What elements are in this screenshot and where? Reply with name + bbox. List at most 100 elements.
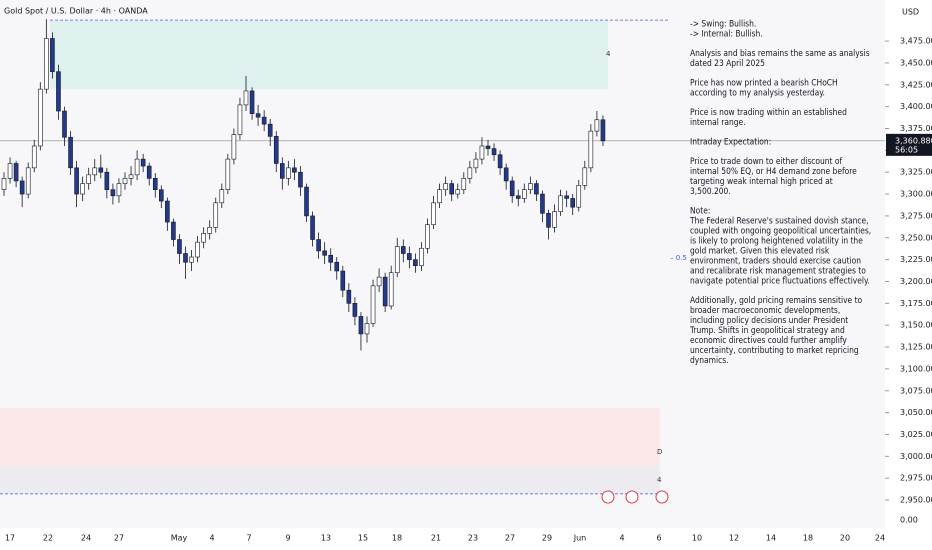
x-tick-label: 15 xyxy=(358,534,368,543)
candle-body xyxy=(68,136,73,169)
candle-body xyxy=(467,167,473,179)
candle-body xyxy=(80,183,85,195)
x-tick-label: 10 xyxy=(692,534,702,543)
x-tick-label: 13 xyxy=(321,534,331,543)
plot xyxy=(0,19,885,495)
x-tick-label: 27 xyxy=(505,534,515,543)
candle-body xyxy=(528,183,533,190)
candle-body xyxy=(98,167,104,173)
candle-body xyxy=(267,123,273,137)
candle-body xyxy=(394,246,400,274)
candle-body xyxy=(340,270,346,291)
candle-body xyxy=(358,316,364,335)
note-line: dated 23 April 2025 xyxy=(690,58,765,68)
annotation: D xyxy=(657,448,662,456)
candle-body xyxy=(165,200,170,223)
candle-body xyxy=(443,183,448,190)
note-line: Price has now printed a bearish CHoCH xyxy=(690,78,838,88)
candle-body xyxy=(479,145,485,160)
note-line: Note: xyxy=(690,206,710,216)
y-tick-label: 3,425.000 xyxy=(900,80,932,89)
candle-body xyxy=(62,110,67,138)
note-line: -> Internal: Bullish. xyxy=(690,29,763,39)
candle-body xyxy=(86,174,91,184)
x-tick-label: 22 xyxy=(43,534,53,543)
x-tick-label: 17 xyxy=(5,534,15,543)
candle-body xyxy=(594,119,600,132)
candle-body xyxy=(13,163,19,182)
x-tick-label: 6 xyxy=(656,534,661,543)
candle-body xyxy=(413,259,418,267)
candle-body xyxy=(7,163,13,179)
event-icon[interactable] xyxy=(655,490,669,504)
candle-body xyxy=(322,250,327,256)
note-line: -> Swing: Bullish. xyxy=(690,19,756,29)
note-line: dynamics. xyxy=(690,355,729,365)
candle-body xyxy=(558,195,563,212)
candle-body xyxy=(50,38,55,72)
candle-body xyxy=(376,276,382,287)
zone xyxy=(0,465,660,494)
candle-body xyxy=(195,241,200,258)
candle-body xyxy=(231,134,237,160)
candle-body xyxy=(152,178,158,190)
candle-body xyxy=(237,104,243,135)
note-line: coupled with ongoing geopolitical uncert… xyxy=(690,226,871,236)
x-tick-label: 18 xyxy=(803,534,813,543)
candle-body xyxy=(388,272,394,307)
zone xyxy=(0,408,660,466)
time-axis xyxy=(0,528,885,550)
candle-body xyxy=(461,178,467,190)
x-tick-label: 24 xyxy=(875,534,885,543)
event-icon[interactable] xyxy=(601,490,615,504)
candle-body xyxy=(225,158,231,190)
candle-body xyxy=(364,323,370,335)
zone xyxy=(50,20,608,90)
note-line: and recalibrate risk management strategi… xyxy=(690,266,866,276)
x-tick-label: 4 xyxy=(619,534,624,543)
note-line: Trump. Shifts in geopolitical strategy a… xyxy=(689,325,845,335)
candle-body xyxy=(382,276,388,307)
note-line: is likely to prolong heightened volatili… xyxy=(690,236,863,246)
annotation: 4 xyxy=(657,476,662,484)
y-tick-label: 3,275.000 xyxy=(900,211,932,220)
candle-body xyxy=(128,174,134,179)
candle-body xyxy=(540,193,545,214)
note-line: including policy decisions under Preside… xyxy=(690,315,848,325)
candle-body xyxy=(431,202,436,225)
x-tick-label: 9 xyxy=(285,534,290,543)
note-line: uncertainty, contributing to market repr… xyxy=(690,345,859,355)
candle-body xyxy=(273,136,279,164)
candle-body xyxy=(552,211,557,228)
candle-body xyxy=(455,189,461,195)
candle-body xyxy=(600,119,606,142)
note-line: 3,500.200. xyxy=(690,186,731,196)
candle-body xyxy=(116,183,122,197)
candle-body xyxy=(497,154,503,169)
candle-body xyxy=(255,113,261,118)
x-tick-label: 12 xyxy=(729,534,739,543)
y-tick-label: 3,125.000 xyxy=(900,343,932,352)
price-tag xyxy=(886,133,932,156)
note-line: internal 50% EQ, or H4 demand zone befor… xyxy=(690,166,857,176)
y-tick-label: 3,100.000 xyxy=(900,364,932,373)
event-icon[interactable] xyxy=(625,490,639,504)
price-tag-label: 3,360.880 xyxy=(895,136,932,145)
candle-body xyxy=(419,247,424,267)
y-tick-label: 3,025.000 xyxy=(900,430,932,439)
note-line: environment, traders should exercise cau… xyxy=(690,256,861,266)
note-line: Additionally, gold pricing remains sensi… xyxy=(690,295,863,305)
y-tick-label: 3,050.000 xyxy=(900,408,932,417)
y-tick-label: 3,075.000 xyxy=(900,386,932,395)
candle-body xyxy=(1,178,7,190)
note-line: gold market. Given this elevated risk xyxy=(690,246,830,256)
candle-body xyxy=(207,226,212,234)
candle-body xyxy=(134,158,140,176)
candle-body xyxy=(31,145,37,169)
candle-body xyxy=(171,221,176,240)
candle-body xyxy=(449,183,455,195)
candle-body xyxy=(582,167,588,186)
candle-body xyxy=(334,261,340,272)
x-tick-label: 21 xyxy=(431,534,441,543)
y-tick-label: 3,400.000 xyxy=(900,102,932,111)
